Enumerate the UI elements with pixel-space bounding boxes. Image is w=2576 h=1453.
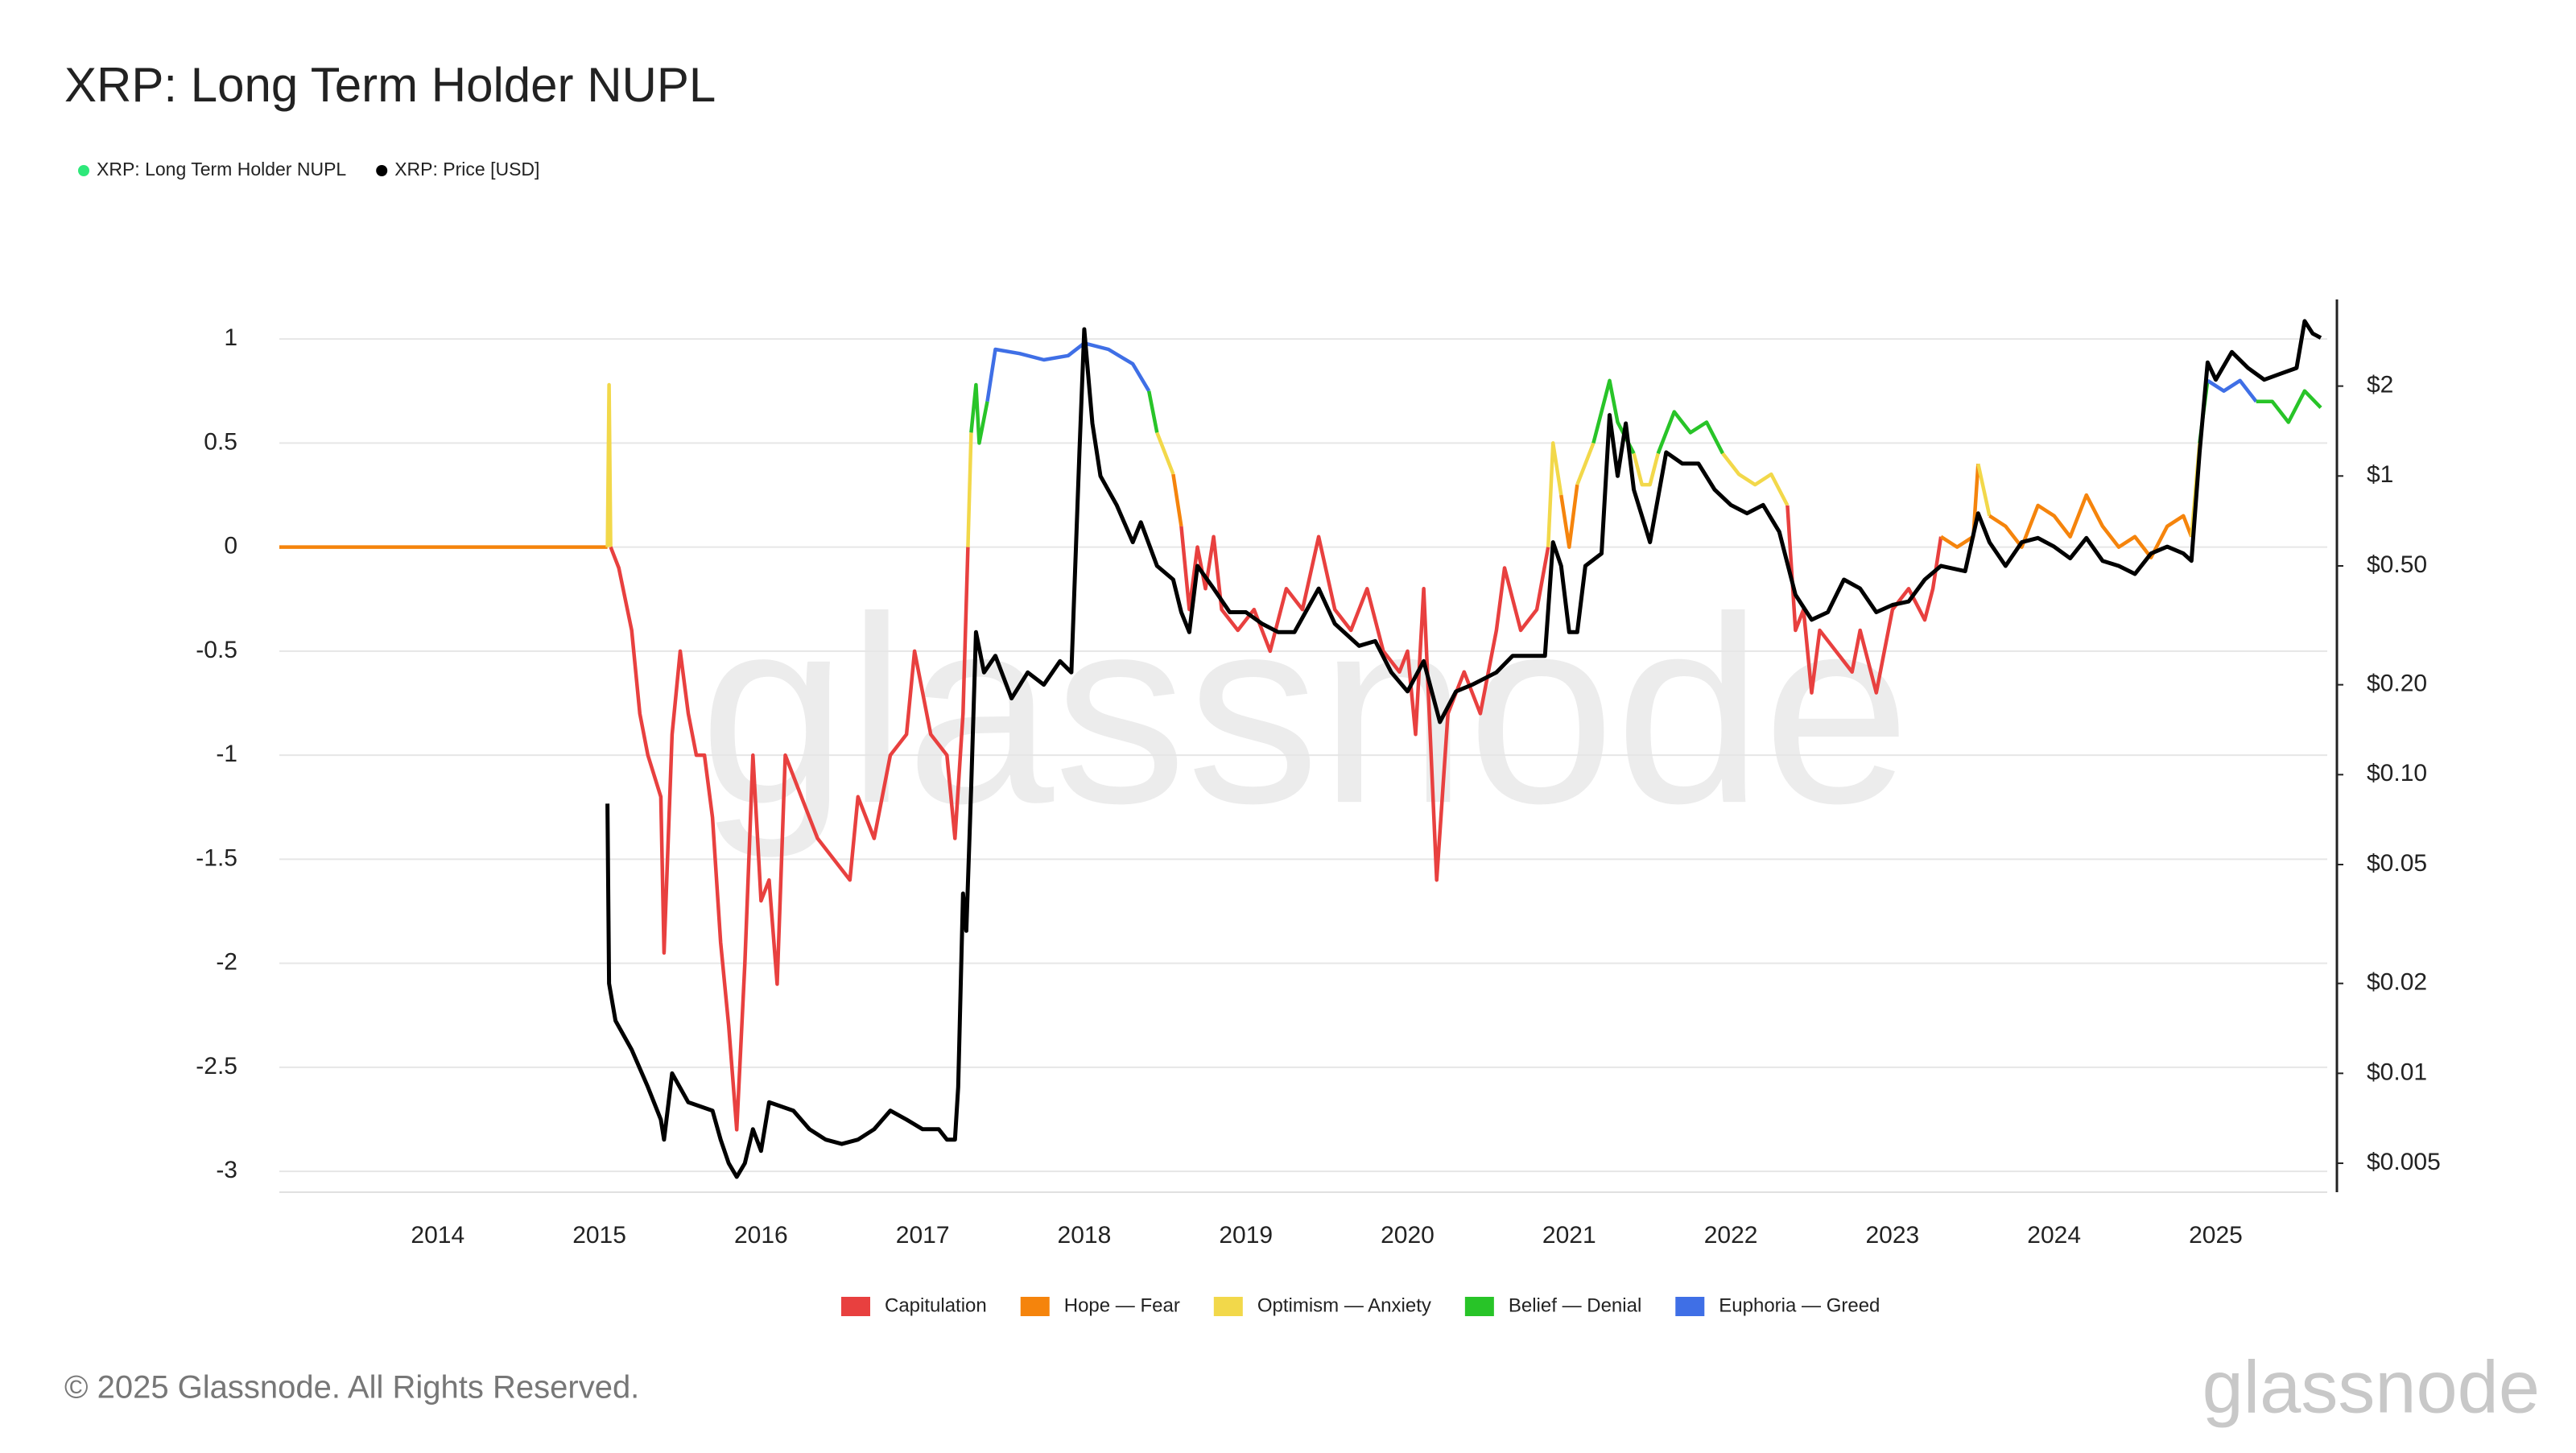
y-tick-label: 1 <box>224 324 237 351</box>
zone-legend-label: Euphoria — Greed <box>1719 1294 1880 1316</box>
y2-tick-label: $0.01 <box>2367 1059 2427 1085</box>
y2-tick-label: $0.10 <box>2367 760 2427 786</box>
nupl-line <box>1155 431 1175 475</box>
x-tick-label: 2021 <box>1542 1222 1596 1249</box>
nupl-line <box>1976 463 1992 517</box>
y2-tick-label: $1 <box>2367 461 2393 488</box>
zone-legend-label: Optimism — Anxiety <box>1257 1294 1431 1316</box>
price-line <box>605 319 2322 1179</box>
nupl-line <box>2207 378 2258 403</box>
nupl-line <box>1559 484 1579 549</box>
x-tick-label: 2016 <box>734 1222 788 1249</box>
zone-legend-swatch <box>1020 1297 1050 1316</box>
y-tick-label: -2 <box>216 949 237 976</box>
y2-tick-label: $0.005 <box>2367 1149 2441 1175</box>
y-tick-label: -3 <box>216 1157 237 1183</box>
zone-legend-swatch <box>1464 1297 1494 1316</box>
y-tick-label: -0.5 <box>196 637 237 663</box>
zone-legend-label: Capitulation <box>885 1294 987 1316</box>
nupl-line <box>1146 390 1159 433</box>
legend-marker <box>376 165 388 176</box>
x-tick-label: 2017 <box>896 1222 950 1249</box>
y2-tick-label: $0.05 <box>2367 850 2427 877</box>
zone-legend-label: Hope — Fear <box>1064 1294 1180 1316</box>
legend-label: XRP: Price [USD] <box>394 159 539 180</box>
x-tick-label: 2023 <box>1866 1222 1920 1249</box>
zone-legend-swatch <box>1213 1297 1243 1316</box>
y2-tick-label: $0.20 <box>2367 671 2427 697</box>
nupl-line <box>969 382 989 445</box>
x-tick-label: 2015 <box>572 1222 626 1249</box>
legend-marker <box>78 165 89 176</box>
x-tick-label: 2024 <box>2027 1222 2081 1249</box>
y-tick-label: 0 <box>224 533 237 559</box>
y-tick-label: -1 <box>216 741 237 767</box>
chart-title: XRP: Long Term Holder NUPL <box>64 58 716 112</box>
x-tick-label: 2014 <box>411 1222 464 1249</box>
y2-tick-label: $0.02 <box>2367 969 2427 996</box>
logo: glassnode <box>2202 1346 2540 1428</box>
nupl-line <box>966 432 973 547</box>
nupl-line <box>1179 526 1550 882</box>
nupl-line <box>1721 452 1790 506</box>
y-tick-label: -2.5 <box>196 1053 237 1079</box>
y2-tick-label: $0.50 <box>2367 551 2427 578</box>
y-tick-label: 0.5 <box>204 428 237 455</box>
nupl-line <box>1632 452 1660 487</box>
x-tick-label: 2025 <box>2189 1222 2243 1249</box>
x-tick-label: 2019 <box>1219 1222 1273 1249</box>
nupl-line <box>609 546 970 1132</box>
legend-label: XRP: Long Term Holder NUPL <box>97 159 346 180</box>
nupl-line <box>1575 442 1596 485</box>
nupl-line <box>1171 473 1183 527</box>
nupl-line <box>2256 389 2322 424</box>
nupl-line <box>1656 410 1724 455</box>
y2-tick-label: $2 <box>2367 372 2393 398</box>
y-tick-label: -1.5 <box>196 844 237 871</box>
nupl-line <box>1939 464 1980 549</box>
nupl-line <box>1546 441 1563 547</box>
x-tick-label: 2022 <box>1704 1222 1758 1249</box>
zone-legend-label: Belief — Denial <box>1509 1294 1641 1316</box>
x-tick-label: 2018 <box>1058 1222 1112 1249</box>
nupl-line <box>1785 505 1943 695</box>
footer: © 2025 Glassnode. All Rights Reserved. <box>64 1370 639 1406</box>
nupl-line <box>985 341 1151 402</box>
zone-legend-swatch <box>1675 1297 1705 1316</box>
x-tick-label: 2020 <box>1381 1222 1435 1249</box>
nupl-line <box>605 382 613 547</box>
zone-legend-swatch <box>841 1297 870 1316</box>
